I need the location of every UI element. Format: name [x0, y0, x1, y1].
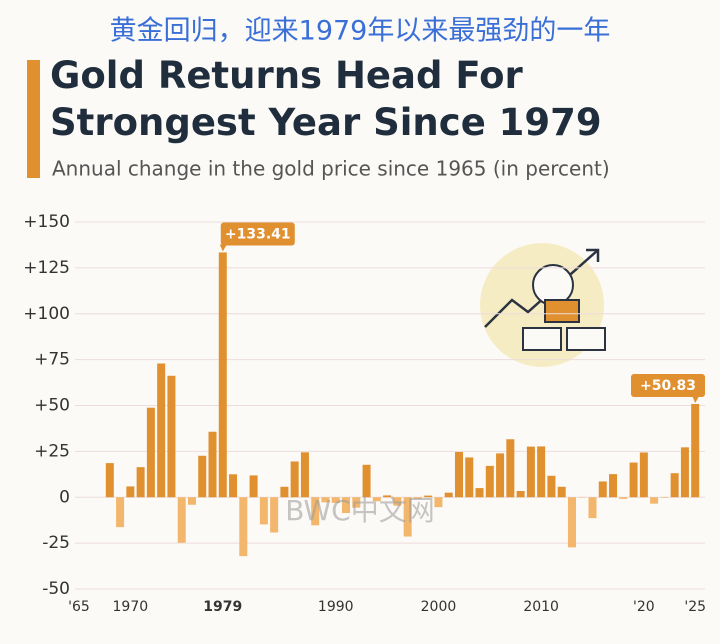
- bar: [434, 497, 442, 507]
- bar: [486, 466, 494, 497]
- bar: [270, 497, 278, 532]
- bar: [106, 463, 114, 497]
- bar: [455, 452, 463, 497]
- bar: [219, 252, 227, 497]
- x-tick-label: 2000: [421, 599, 457, 615]
- bar: [589, 497, 597, 518]
- y-tick-label: +125: [23, 258, 70, 278]
- y-tick-label: -25: [42, 533, 70, 553]
- bar: [691, 404, 699, 497]
- bar: [506, 439, 514, 497]
- bar: [137, 467, 145, 497]
- bar: [291, 461, 299, 497]
- bar: [619, 497, 627, 499]
- y-tick-label: -50: [42, 579, 70, 599]
- icon-bar: [567, 328, 605, 350]
- bar: [209, 432, 217, 498]
- bar: [558, 487, 566, 497]
- bar: [239, 497, 247, 556]
- bar: [363, 465, 371, 497]
- x-tick-label: 1990: [318, 599, 354, 615]
- bar: [465, 457, 473, 497]
- chart-title: Gold Returns Head For Strongest Year Sin…: [50, 52, 610, 146]
- bar: [630, 463, 638, 498]
- value-label: +133.41: [225, 226, 291, 242]
- x-tick-label: 2010: [523, 599, 559, 615]
- y-tick-label: +75: [34, 350, 70, 370]
- y-tick-label: +150: [23, 212, 70, 232]
- x-tick-label: '20: [633, 599, 655, 615]
- bar: [517, 491, 525, 497]
- bar: [178, 497, 186, 543]
- bar: [609, 474, 617, 497]
- x-tick-label: 1979: [203, 599, 242, 615]
- bar: [537, 446, 545, 497]
- x-tick-label: '65: [68, 599, 90, 615]
- bar: [167, 376, 175, 497]
- bar: [496, 453, 504, 497]
- title-box: Gold Returns Head For Strongest Year Sin…: [50, 52, 610, 152]
- bar: [301, 452, 309, 497]
- headline: 黄金回归，迎来1979年以来最强劲的一年: [110, 16, 611, 47]
- bar: [147, 408, 155, 498]
- bar: [126, 486, 134, 497]
- bar: [671, 473, 679, 497]
- y-tick-label: +25: [34, 441, 70, 461]
- accent-bar: [27, 60, 40, 178]
- bar: [681, 447, 689, 497]
- bar: [250, 475, 258, 497]
- bar: [476, 488, 484, 497]
- bar: [599, 481, 607, 497]
- bar: [568, 497, 576, 547]
- illustration: [480, 243, 605, 367]
- y-tick-label: 0: [59, 487, 70, 507]
- bar: [229, 474, 237, 497]
- watermark: BWC中文网: [285, 494, 434, 527]
- y-tick-label: +100: [23, 304, 70, 324]
- icon-bar-gold: [545, 300, 579, 322]
- icon-bar: [523, 328, 561, 350]
- bar: [188, 497, 196, 505]
- bar: [660, 497, 668, 498]
- x-tick-label: '25: [684, 599, 706, 615]
- bar: [260, 497, 268, 524]
- bar: [445, 493, 453, 498]
- value-label: +50.83: [640, 378, 696, 394]
- bar: [640, 452, 648, 497]
- bar: [547, 476, 555, 497]
- bar: [198, 456, 206, 497]
- chart-subtitle: Annual change in the gold price since 19…: [52, 157, 610, 181]
- bar: [527, 447, 535, 498]
- bar: [157, 363, 165, 497]
- x-tick-label: 1970: [113, 599, 149, 615]
- y-tick-label: +50: [34, 396, 70, 416]
- bar: [650, 497, 658, 503]
- bar: [116, 497, 124, 527]
